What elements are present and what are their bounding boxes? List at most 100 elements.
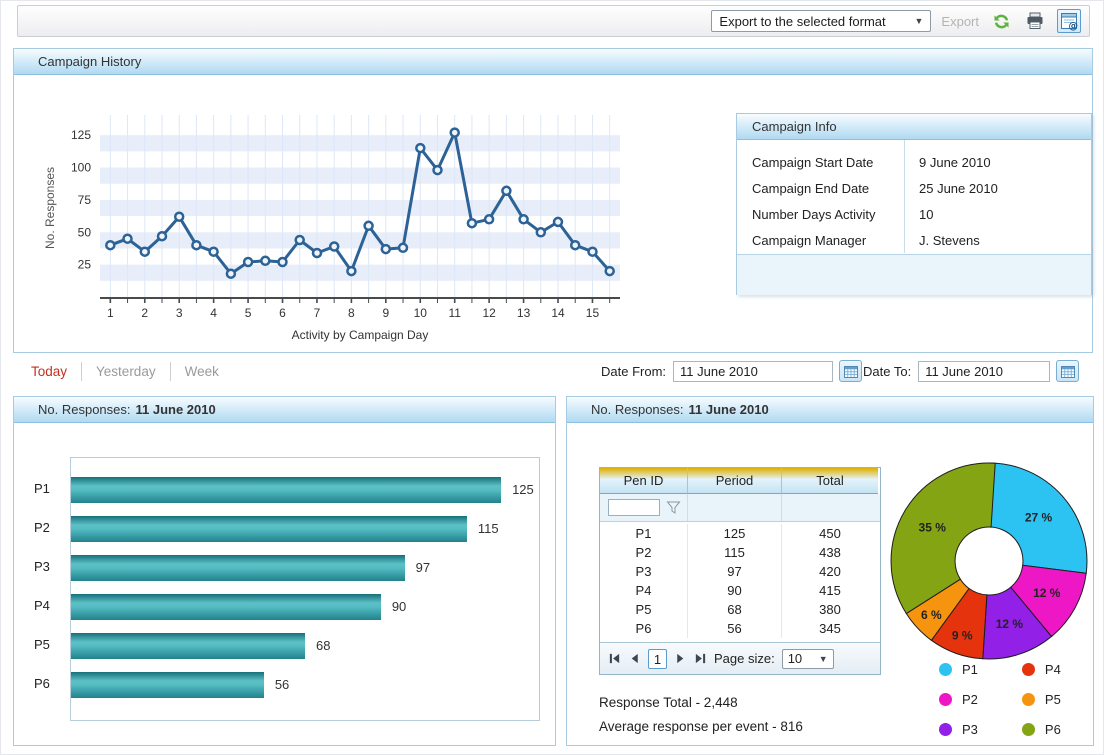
date-from-calendar-button[interactable] bbox=[839, 360, 863, 382]
date-to-input[interactable] bbox=[918, 360, 1051, 382]
send-email-button[interactable]: @ bbox=[1057, 9, 1081, 33]
legend-label: P4 bbox=[1044, 661, 1061, 677]
pager-next-icon bbox=[677, 653, 684, 664]
svg-text:4: 4 bbox=[210, 306, 217, 320]
tab-week[interactable]: Week bbox=[184, 364, 219, 379]
bar-row: 90 bbox=[71, 587, 539, 626]
calendar-icon bbox=[843, 365, 858, 378]
print-icon bbox=[1027, 12, 1043, 29]
pager-next-button[interactable] bbox=[674, 652, 687, 665]
filter-funnel-icon[interactable] bbox=[666, 501, 681, 514]
campaign-info-title: Campaign Info bbox=[752, 119, 837, 134]
legend-item: P2 bbox=[939, 684, 978, 714]
export-format-value: Export to the selected format bbox=[719, 13, 886, 29]
svg-text:11: 11 bbox=[448, 306, 461, 320]
column-header-period[interactable]: Period bbox=[688, 468, 782, 494]
info-label: Campaign End Date bbox=[752, 180, 870, 196]
responses-bar-panel: No. Responses: 11 June 2010 P1 P2 P3 P4 P5 P6… bbox=[13, 396, 556, 746]
svg-text:12: 12 bbox=[482, 306, 496, 320]
legend-dot bbox=[939, 692, 952, 706]
legend-label: P6 bbox=[1044, 721, 1061, 737]
legend-label: P5 bbox=[1044, 691, 1061, 707]
pager-prev-icon bbox=[631, 653, 638, 664]
legend-dot bbox=[939, 722, 952, 736]
export-format-select[interactable]: Export to the selected format ▼ bbox=[711, 10, 932, 32]
info-value: 10 bbox=[919, 206, 934, 222]
bar-row: 56 bbox=[71, 665, 539, 704]
tab-yesterday[interactable]: Yesterday bbox=[96, 364, 156, 379]
svg-text:75: 75 bbox=[78, 193, 92, 207]
page-size-value: 10 bbox=[787, 651, 803, 666]
legend-item: P4 bbox=[1021, 654, 1061, 684]
date-to-label: Date To: bbox=[863, 363, 912, 379]
tab-today[interactable]: Today bbox=[31, 364, 68, 379]
info-label: Number Days Activity bbox=[752, 206, 876, 222]
table-cell: 125 bbox=[688, 524, 782, 543]
date-from-input[interactable] bbox=[673, 360, 834, 382]
pen-id-filter-input[interactable] bbox=[608, 499, 660, 516]
bar-value: 90 bbox=[391, 599, 407, 614]
campaign-info-row: Campaign Start Date 9 June 2010 bbox=[752, 149, 1091, 175]
bar-category-label: P3 bbox=[34, 559, 50, 574]
donut-slice-label: 35 % bbox=[919, 520, 947, 534]
table-body: P1 125 450 P2 115 438 P3 97 420 P4 90 415 P5 68 380 P6 5… bbox=[600, 522, 880, 642]
svg-text:Activity by Campaign Day: Activity by Campaign Day bbox=[292, 328, 429, 342]
svg-text:No. Responses: No. Responses bbox=[43, 167, 57, 249]
refresh-button[interactable] bbox=[989, 9, 1013, 33]
bar-row: 115 bbox=[71, 509, 539, 548]
table-row: P1 125 450 bbox=[600, 524, 880, 543]
svg-text:13: 13 bbox=[517, 306, 531, 320]
bar bbox=[71, 476, 502, 503]
legend-item: P3 bbox=[939, 714, 978, 744]
bar-category-label: P5 bbox=[34, 637, 50, 652]
column-header-total[interactable]: Total bbox=[782, 468, 878, 494]
responses-detail-panel: No. Responses: 11 June 2010 Pen ID Perio… bbox=[566, 396, 1094, 746]
period-tabs: Today Yesterday Week bbox=[31, 362, 219, 381]
legend-item: P5 bbox=[1021, 684, 1061, 714]
donut-slice-label: 12 % bbox=[996, 617, 1024, 631]
panel-title-prefix: No. Responses: bbox=[591, 402, 684, 417]
table-cell: 450 bbox=[819, 526, 841, 541]
bar-category-label: P2 bbox=[34, 520, 50, 535]
column-header-pen-id[interactable]: Pen ID bbox=[600, 468, 688, 494]
donut-slice bbox=[988, 462, 1088, 574]
donut-slice-label: 27 % bbox=[1025, 510, 1053, 524]
svg-text:5: 5 bbox=[245, 306, 252, 320]
svg-text:2: 2 bbox=[141, 306, 148, 320]
page-size-select[interactable]: 10 ▼ bbox=[781, 648, 834, 669]
campaign-info-row: Campaign End Date 25 June 2010 bbox=[752, 175, 1091, 201]
panel-title-date: 11 June 2010 bbox=[688, 402, 769, 417]
pager-last-button[interactable] bbox=[694, 652, 707, 665]
pager-last-icon bbox=[695, 653, 706, 664]
bar bbox=[71, 671, 264, 698]
table-cell: 345 bbox=[819, 621, 841, 636]
campaign-info-body: Campaign Start Date 9 June 2010 Campaign… bbox=[737, 140, 1091, 295]
pager-prev-button[interactable] bbox=[628, 652, 641, 665]
table-header-row: Pen ID Period Total bbox=[600, 468, 880, 494]
campaign-info-footer bbox=[737, 254, 1091, 295]
page-size-label: Page size: bbox=[714, 651, 775, 666]
totals-block: Response Total - 2,448 Average response … bbox=[599, 691, 803, 739]
date-from-label: Date From: bbox=[601, 363, 667, 379]
print-button[interactable] bbox=[1023, 9, 1047, 33]
campaign-info-divider bbox=[904, 140, 905, 253]
table-cell: 97 bbox=[688, 562, 782, 581]
campaign-history-header: Campaign History bbox=[14, 49, 1092, 75]
campaign-info-row: Number Days Activity 10 bbox=[752, 201, 1091, 227]
bar bbox=[71, 554, 405, 581]
donut-legend: P1 P2 P3 P4 P5 P6 bbox=[939, 654, 1061, 744]
bar-value: 125 bbox=[512, 482, 534, 497]
export-button[interactable]: Export bbox=[941, 13, 979, 29]
svg-text:3: 3 bbox=[176, 306, 183, 320]
table-cell: 68 bbox=[688, 600, 782, 619]
chevron-down-icon: ▼ bbox=[914, 16, 924, 26]
pager-current-page[interactable]: 1 bbox=[648, 648, 667, 669]
date-to-calendar-button[interactable] bbox=[1056, 360, 1080, 382]
bar bbox=[71, 515, 467, 542]
pager-first-button[interactable] bbox=[608, 652, 621, 665]
info-value: 25 June 2010 bbox=[919, 180, 998, 196]
bar bbox=[71, 593, 381, 620]
table-pager: 1 Page size: 10 ▼ bbox=[600, 642, 880, 674]
campaign-history-panel: Campaign History 25 50 75 100 125 1 2 3 4 5 6 7 8 9 10… bbox=[13, 48, 1093, 353]
legend-dot bbox=[939, 662, 952, 676]
